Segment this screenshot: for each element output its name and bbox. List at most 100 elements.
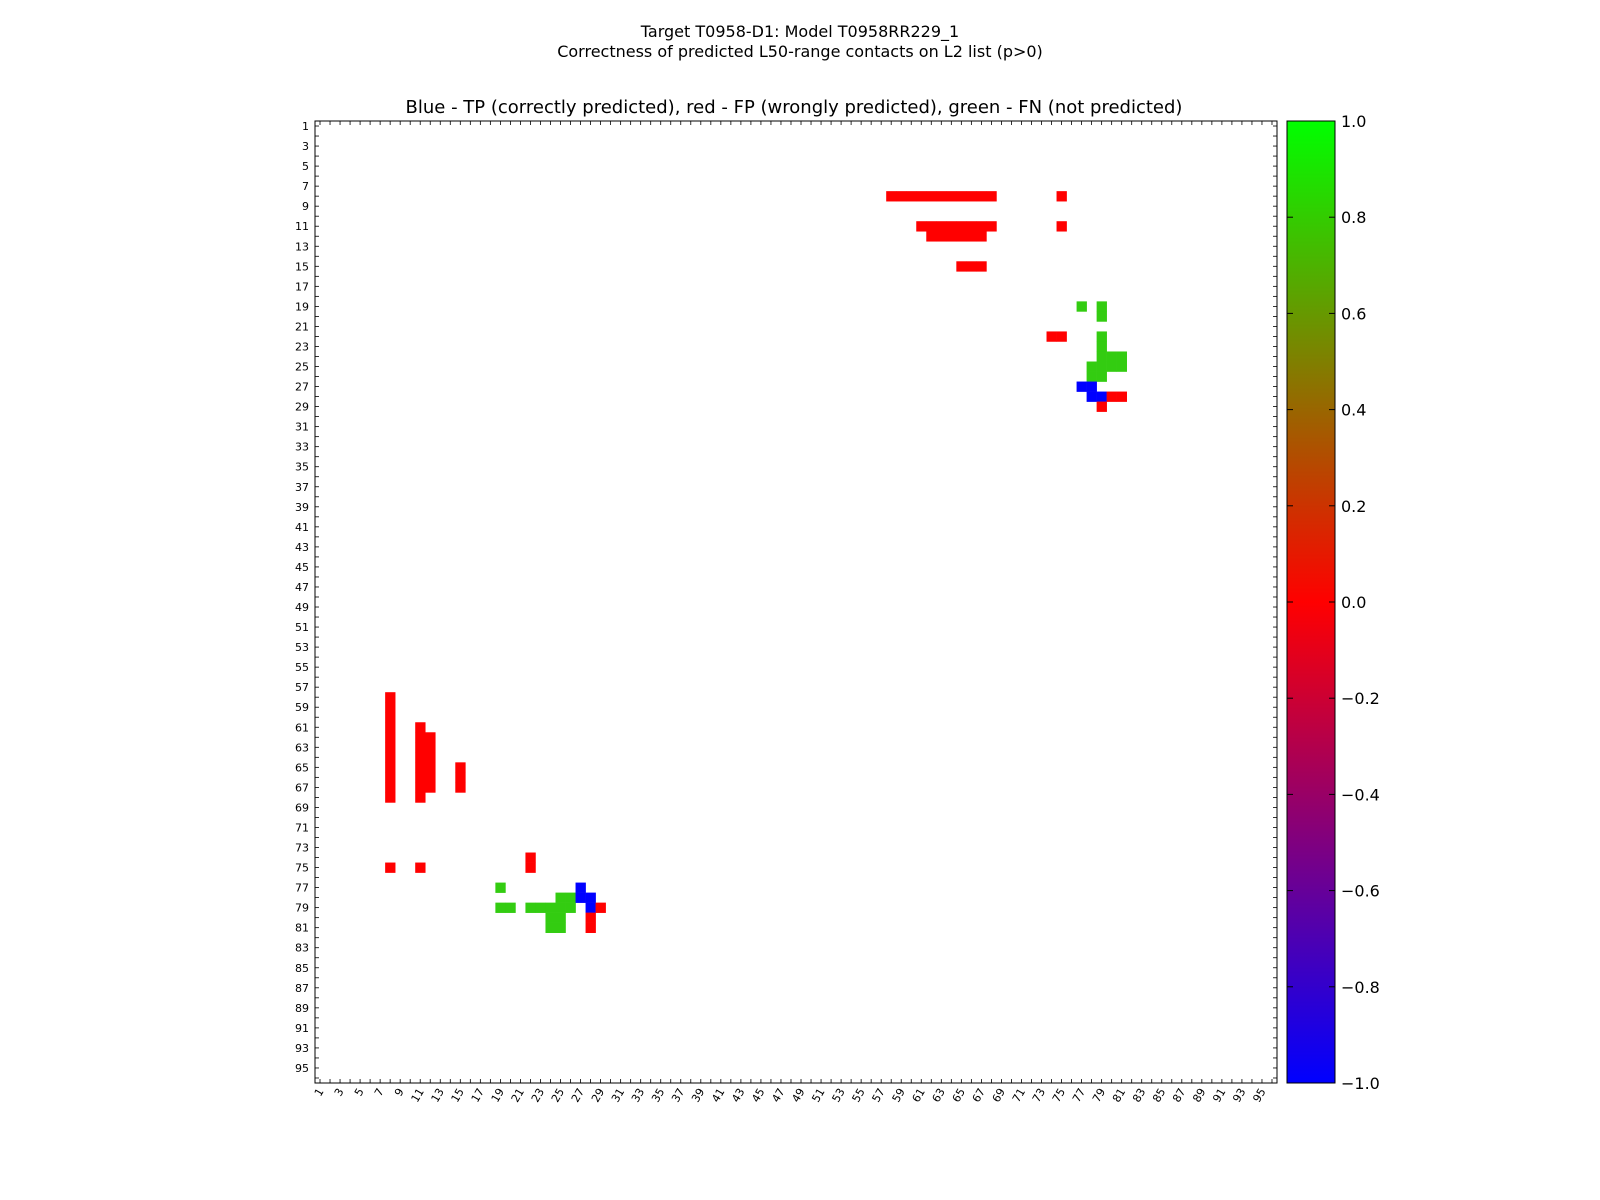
x-tick-label-75: 75 bbox=[1050, 1086, 1068, 1105]
y-tick-label-21: 21 bbox=[295, 320, 309, 333]
contact-cell-fp-12-67 bbox=[976, 231, 987, 242]
contact-cell-fn-26-79 bbox=[1096, 371, 1107, 382]
x-tick-label-51: 51 bbox=[809, 1086, 827, 1105]
y-tick-label-83: 83 bbox=[295, 942, 309, 955]
y-tick-label-69: 69 bbox=[295, 801, 309, 814]
figure-suptitle-line2: Correctness of predicted L50-range conta… bbox=[557, 42, 1043, 61]
x-tick-label-25: 25 bbox=[549, 1086, 567, 1105]
contact-cell-tp-77-27 bbox=[575, 882, 586, 893]
x-tick-label-71: 71 bbox=[1010, 1086, 1028, 1105]
y-tick-label-63: 63 bbox=[295, 741, 309, 754]
contact-cell-fp-65-8 bbox=[385, 762, 396, 773]
contact-cell-fn-81-25 bbox=[555, 922, 566, 933]
contact-cell-fp-75-22 bbox=[525, 862, 536, 873]
y-tick-labels: 1357911131517192123252729313335373941434… bbox=[295, 120, 309, 1075]
contact-cell-fp-11-62 bbox=[926, 221, 937, 232]
contact-cell-fp-12-66 bbox=[966, 231, 977, 242]
contact-cell-fp-74-22 bbox=[525, 852, 536, 863]
contact-cell-fp-28-80 bbox=[1106, 391, 1117, 402]
contact-cell-fp-62-12 bbox=[425, 732, 436, 743]
x-tick-label-47: 47 bbox=[769, 1086, 787, 1105]
x-tick-label-69: 69 bbox=[990, 1086, 1008, 1105]
contact-cell-fn-25-78 bbox=[1086, 361, 1097, 372]
x-tick-label-87: 87 bbox=[1170, 1086, 1188, 1105]
y-tick-label-33: 33 bbox=[295, 441, 309, 454]
x-tick-label-35: 35 bbox=[649, 1086, 667, 1105]
y-tick-label-1: 1 bbox=[302, 120, 309, 133]
x-tick-label-9: 9 bbox=[392, 1086, 407, 1099]
contact-cell-fp-64-11 bbox=[415, 752, 426, 763]
x-tick-label-23: 23 bbox=[529, 1086, 547, 1105]
contact-cell-fp-15-65 bbox=[956, 261, 967, 272]
contact-cell-fp-65-15 bbox=[455, 762, 466, 773]
contact-cell-fp-15-67 bbox=[976, 261, 987, 272]
figure-suptitle-line1: Target T0958-D1: Model T0958RR229_1 bbox=[640, 22, 960, 41]
colorbar-label-0.2: 0.2 bbox=[1341, 497, 1366, 516]
x-tick-labels: 1 3 5 7 9 11 13 15 17 19 21 23 25 27 29 31 33 35 37 39 41 43 4… bbox=[312, 1086, 1269, 1105]
contact-cell-fp-58-8 bbox=[385, 692, 396, 703]
contact-cell-fn-78-26 bbox=[565, 892, 576, 903]
x-tick-label-73: 73 bbox=[1030, 1086, 1048, 1105]
contact-cell-fp-68-8 bbox=[385, 792, 396, 803]
contact-cell-fn-79-26 bbox=[565, 902, 576, 913]
y-tick-label-3: 3 bbox=[302, 140, 309, 153]
contact-cell-tp-27-77 bbox=[1076, 381, 1087, 392]
contact-cell-fp-64-8 bbox=[385, 752, 396, 763]
x-tick-label-7: 7 bbox=[372, 1086, 387, 1099]
x-tick-label-27: 27 bbox=[569, 1086, 587, 1105]
contact-cell-fn-25-81 bbox=[1116, 361, 1127, 372]
x-tick-label-5: 5 bbox=[352, 1086, 367, 1099]
contact-cell-fp-67-8 bbox=[385, 782, 396, 793]
contact-cell-fp-8-61 bbox=[916, 191, 927, 202]
y-tick-label-57: 57 bbox=[295, 681, 309, 694]
contact-cell-fn-20-79 bbox=[1096, 311, 1107, 322]
y-tick-label-73: 73 bbox=[295, 842, 309, 855]
y-tick-label-43: 43 bbox=[295, 541, 309, 554]
x-tick-label-31: 31 bbox=[609, 1086, 627, 1105]
axis-ticks bbox=[315, 121, 1277, 1083]
contact-cell-fn-77-19 bbox=[495, 882, 506, 893]
y-tick-label-91: 91 bbox=[295, 1022, 309, 1035]
contact-cell-fn-79-22 bbox=[525, 902, 536, 913]
contact-cell-fp-12-65 bbox=[956, 231, 967, 242]
contact-cell-fp-81-28 bbox=[585, 922, 596, 933]
contact-cell-tp-78-28 bbox=[585, 892, 596, 903]
contact-cell-tp-28-78 bbox=[1086, 391, 1097, 402]
y-tick-label-5: 5 bbox=[302, 160, 309, 173]
contact-cell-fp-63-11 bbox=[415, 742, 426, 753]
contact-cell-fp-8-68 bbox=[986, 191, 997, 202]
y-tick-label-75: 75 bbox=[295, 862, 309, 875]
contact-cell-fp-75-11 bbox=[415, 862, 426, 873]
contact-cell-fp-11-75 bbox=[1056, 221, 1067, 232]
colorbar-label-0.0: 0.0 bbox=[1341, 593, 1366, 612]
contact-cell-fp-62-8 bbox=[385, 732, 396, 743]
x-tick-label-29: 29 bbox=[589, 1086, 607, 1105]
y-tick-label-7: 7 bbox=[302, 180, 309, 193]
contact-cell-fp-15-66 bbox=[966, 261, 977, 272]
x-tick-label-1: 1 bbox=[312, 1086, 327, 1099]
colorbar bbox=[1286, 120, 1336, 1084]
contact-cell-tp-78-27 bbox=[575, 892, 586, 903]
x-tick-label-55: 55 bbox=[849, 1086, 867, 1105]
contact-cell-fp-8-63 bbox=[936, 191, 947, 202]
contact-cell-fn-25-80 bbox=[1106, 361, 1117, 372]
y-tick-label-17: 17 bbox=[295, 280, 309, 293]
colorbar-label-−0.8: −0.8 bbox=[1341, 978, 1380, 997]
x-tick-label-37: 37 bbox=[669, 1086, 687, 1105]
contact-cell-fn-26-78 bbox=[1086, 371, 1097, 382]
plot-title: Blue - TP (correctly predicted), red - F… bbox=[406, 97, 1183, 118]
colorbar-label-0.4: 0.4 bbox=[1341, 401, 1366, 420]
contact-cell-fn-79-24 bbox=[545, 902, 556, 913]
contact-cell-fn-22-79 bbox=[1096, 331, 1107, 342]
y-tick-label-49: 49 bbox=[295, 601, 309, 614]
x-tick-label-67: 67 bbox=[970, 1086, 988, 1105]
y-tick-label-93: 93 bbox=[295, 1042, 309, 1055]
x-tick-label-65: 65 bbox=[950, 1086, 968, 1105]
contact-cell-fp-22-74 bbox=[1046, 331, 1057, 342]
contact-cell-fp-29-79 bbox=[1096, 401, 1107, 412]
contact-cell-fp-11-61 bbox=[916, 221, 927, 232]
y-tick-label-81: 81 bbox=[295, 922, 309, 935]
contact-cell-fp-11-63 bbox=[936, 221, 947, 232]
y-tick-label-29: 29 bbox=[295, 401, 309, 414]
contact-cell-fn-80-24 bbox=[545, 912, 556, 923]
